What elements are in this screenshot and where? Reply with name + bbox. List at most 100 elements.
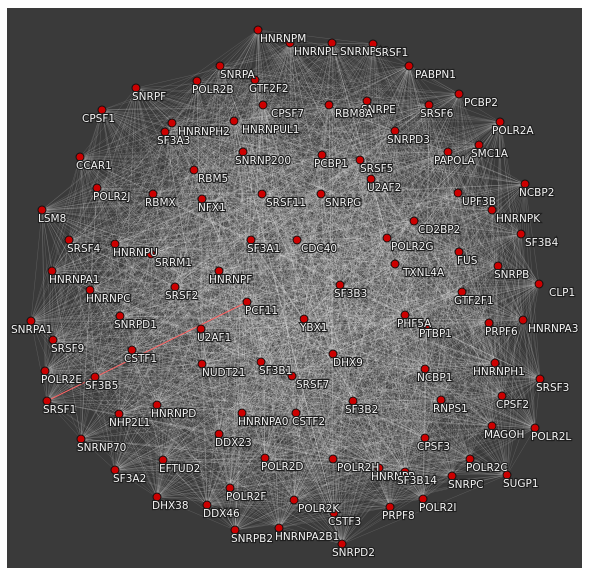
node-cpsf7[interactable] bbox=[258, 100, 268, 110]
node-pabpn1[interactable] bbox=[404, 61, 414, 71]
node-papola[interactable] bbox=[443, 147, 453, 157]
node-nfx1[interactable] bbox=[197, 194, 207, 204]
node-hnrnpc[interactable] bbox=[85, 285, 95, 295]
node-ccar1[interactable] bbox=[75, 152, 85, 162]
node-snrnp70[interactable] bbox=[76, 434, 86, 444]
node-srsf9[interactable] bbox=[48, 335, 58, 345]
node-srsf6[interactable] bbox=[424, 100, 434, 110]
node-ddx23[interactable] bbox=[214, 429, 224, 439]
node-hnrnpd[interactable] bbox=[152, 400, 162, 410]
node-ncbp1[interactable] bbox=[420, 364, 430, 374]
node-u2af2[interactable] bbox=[366, 174, 376, 184]
node-cd2bp2[interactable] bbox=[409, 216, 419, 226]
node-hnrnpl[interactable] bbox=[285, 38, 295, 48]
node-gtf2f2[interactable] bbox=[250, 75, 260, 85]
node-phf5a[interactable] bbox=[400, 310, 410, 320]
node-pcbp1[interactable] bbox=[317, 150, 327, 160]
node-rnps1[interactable] bbox=[436, 395, 446, 405]
node-hnrnpa2b1[interactable] bbox=[274, 523, 284, 533]
node-polr2l[interactable] bbox=[530, 423, 540, 433]
node-eftud2[interactable] bbox=[158, 455, 168, 465]
node-nudt21[interactable] bbox=[197, 359, 207, 369]
node-ybx1[interactable] bbox=[299, 314, 309, 324]
node-snrpd2[interactable] bbox=[337, 539, 347, 549]
node-prpf8[interactable] bbox=[385, 502, 395, 512]
node-dhx38[interactable] bbox=[152, 492, 162, 502]
node-hnrnpa1[interactable] bbox=[47, 266, 57, 276]
node-gtf2f1[interactable] bbox=[457, 287, 467, 297]
node-cpsf3[interactable] bbox=[420, 433, 430, 443]
node-polr2c[interactable] bbox=[465, 454, 475, 464]
node-u2af1[interactable] bbox=[196, 324, 206, 334]
node-rbm8a[interactable] bbox=[324, 100, 334, 110]
node-snrpa[interactable] bbox=[215, 61, 225, 71]
node-sf3b2[interactable] bbox=[348, 396, 358, 406]
node-srsf11[interactable] bbox=[257, 189, 267, 199]
node-upf3b[interactable] bbox=[453, 188, 463, 198]
node-polr2k[interactable] bbox=[289, 495, 299, 505]
node-sf3b3[interactable] bbox=[335, 280, 345, 290]
node-rbmx[interactable] bbox=[148, 189, 158, 199]
node-sf3b5[interactable] bbox=[90, 372, 100, 382]
node-snrpg[interactable] bbox=[316, 189, 326, 199]
node-polr2h[interactable] bbox=[328, 454, 338, 464]
node-hnrnpul1[interactable] bbox=[229, 116, 239, 126]
network-canvas[interactable]: HNRNPM SNRNP40 SRSF1 HNRNPL SNRPA POLR2B GTF2F… bbox=[7, 8, 582, 568]
node-hnrnpa3[interactable] bbox=[518, 315, 528, 325]
node-cpsf1[interactable] bbox=[97, 105, 107, 115]
node-hnrnph1[interactable] bbox=[490, 358, 500, 368]
node-cstf3[interactable] bbox=[329, 508, 339, 518]
node-hnrnpu[interactable] bbox=[110, 239, 120, 249]
node-sf3b1[interactable] bbox=[256, 357, 266, 367]
node-polr2j[interactable] bbox=[92, 183, 102, 193]
node-polr2a[interactable] bbox=[495, 117, 505, 127]
node-cstf2[interactable] bbox=[291, 408, 301, 418]
node-srsf5[interactable] bbox=[355, 155, 365, 165]
node-srsf1[interactable] bbox=[368, 39, 378, 49]
node-snrpe[interactable] bbox=[362, 96, 372, 106]
node-sf3a3[interactable] bbox=[160, 127, 170, 137]
node-hnrnpr[interactable] bbox=[374, 463, 384, 473]
node-polr2d[interactable] bbox=[260, 453, 270, 463]
node-ptbp1[interactable] bbox=[422, 320, 432, 330]
node-snrpd3[interactable] bbox=[390, 126, 400, 136]
node-sf3a2[interactable] bbox=[110, 465, 120, 475]
node-srrm1[interactable] bbox=[146, 249, 156, 259]
node-srsf2[interactable] bbox=[170, 282, 180, 292]
node-fus[interactable] bbox=[454, 247, 464, 257]
node-hnrnph2[interactable] bbox=[167, 118, 177, 128]
node-snrpf[interactable] bbox=[131, 83, 141, 93]
node-sf3a1[interactable] bbox=[246, 235, 256, 245]
node-snrpb2[interactable] bbox=[230, 525, 240, 535]
node-magoh[interactable] bbox=[487, 421, 497, 431]
node-snrpc[interactable] bbox=[447, 471, 457, 481]
node-pcf11[interactable] bbox=[242, 297, 252, 307]
node-hnrnpa0[interactable] bbox=[237, 408, 247, 418]
node-smc1a[interactable] bbox=[474, 140, 484, 150]
node-hnrnpm[interactable] bbox=[253, 25, 263, 35]
node-polr2f[interactable] bbox=[225, 483, 235, 493]
node-snrpd1[interactable] bbox=[115, 311, 125, 321]
node-rbm5[interactable] bbox=[189, 165, 199, 175]
node-polr2b[interactable] bbox=[192, 76, 202, 86]
node-snrpb[interactable] bbox=[493, 261, 503, 271]
node-ddx46[interactable] bbox=[202, 500, 212, 510]
node-srsf7[interactable] bbox=[287, 371, 297, 381]
node-cstf1[interactable] bbox=[127, 345, 137, 355]
node-snrnp200[interactable] bbox=[238, 147, 248, 157]
node-polr2i[interactable] bbox=[418, 494, 428, 504]
node-sugp1[interactable] bbox=[502, 470, 512, 480]
node-pcbp2[interactable] bbox=[454, 89, 464, 99]
node-snrpa1[interactable] bbox=[26, 316, 36, 326]
node-txnl4a[interactable] bbox=[390, 259, 400, 269]
node-hnrnpf[interactable] bbox=[214, 266, 224, 276]
node-sf3b14[interactable] bbox=[400, 467, 410, 477]
node-dhx9[interactable] bbox=[328, 349, 338, 359]
node-polr2g[interactable] bbox=[382, 233, 392, 243]
node-cdc40[interactable] bbox=[292, 235, 302, 245]
node-polr2e[interactable] bbox=[40, 366, 50, 376]
node-snrnp40[interactable] bbox=[327, 38, 337, 48]
node-srsf3[interactable] bbox=[535, 374, 545, 384]
node-cpsf2[interactable] bbox=[497, 391, 507, 401]
